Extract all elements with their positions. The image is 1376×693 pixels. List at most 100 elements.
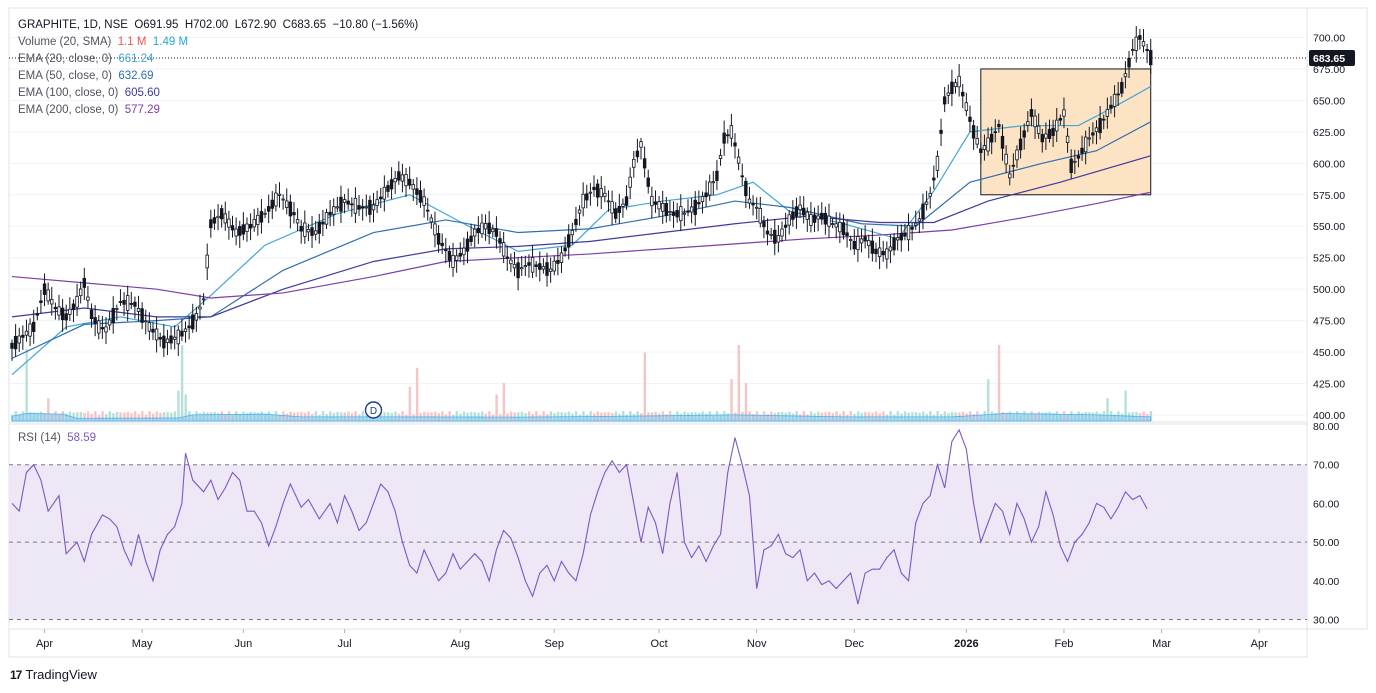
candle-body [783,224,788,228]
candle-body [711,181,716,184]
candle [415,177,419,206]
candle [498,231,502,253]
candle-body [487,222,491,235]
candle [1004,145,1008,174]
candle [581,182,585,217]
candle [238,220,242,248]
candle [848,235,853,251]
candle [668,200,672,222]
candle-body [332,206,336,215]
candle [588,183,593,206]
candle-body [642,158,647,169]
ema50-legend[interactable]: EMA (50, close, 0) 632.69 [18,68,418,85]
time-axis[interactable] [8,628,1308,658]
candle [570,222,575,245]
candle [342,193,347,214]
candle [791,200,795,227]
candle [827,203,831,239]
candle-body [180,330,184,337]
volume-bar [480,411,484,421]
candle [433,211,437,248]
candle-body [874,248,878,255]
candle-body [595,183,600,198]
candle [523,255,528,277]
candle [115,304,119,321]
candle-body [21,334,25,338]
candle-body [172,336,177,340]
candle-body [754,206,759,209]
candle [393,170,397,194]
candle [867,234,871,259]
candle-body [838,221,842,233]
candle [263,208,267,219]
ema20-label: EMA (20, close, 0) [18,53,112,65]
candle [194,306,199,332]
candle [704,180,708,208]
candle [230,215,235,238]
dividend-marker [364,401,383,419]
candle-body [982,145,987,150]
ema20-legend[interactable]: EMA (20, close, 0) 661.24 [18,51,418,68]
candle [1051,119,1055,148]
candle-body [50,299,54,305]
ema100-legend[interactable]: EMA (100, close, 0) 605.60 [18,85,418,102]
brand-name: TradingView [25,667,97,682]
time-tick-label: Feb [1054,638,1073,650]
candle [24,319,29,342]
price-tick-label: 575.00 [1313,190,1345,202]
candle [892,233,896,256]
candle-body [914,222,918,226]
rsi-legend[interactable]: RSI (14) 58.59 [18,432,96,444]
candle-body [1145,49,1149,52]
volume-bar [119,412,122,421]
candle-body [841,222,846,236]
candle-body [82,277,86,288]
candle [599,176,603,210]
candle [1073,149,1077,174]
volume-bar [90,413,93,421]
volume-legend[interactable]: Volume (20, SMA) 1.1 M 1.49 M [18,34,418,51]
candle-body [1076,155,1081,159]
candle [1040,128,1044,153]
candle-body [1029,109,1034,117]
time-tick-label: Jun [234,638,252,650]
candle-body [1015,149,1019,161]
candle [733,133,737,159]
candle [1141,29,1146,53]
candle-body [780,228,784,237]
candle-body [154,328,159,341]
candle-body [288,201,293,217]
candle [60,299,65,332]
candle [266,194,271,224]
candle [530,245,535,279]
candle [436,225,441,253]
candle-body [523,265,528,268]
candle-body [769,233,773,236]
candle-body [397,171,401,181]
candle-body [147,322,152,332]
candle-body [574,218,578,226]
tradingview-logo[interactable]: 17 TradingView [10,667,97,682]
candle [447,245,452,268]
candle-body [234,228,238,237]
candle-body [10,342,14,349]
candle [21,325,25,350]
candle-body [194,313,199,321]
ema200-label: EMA (200, close, 0) [18,104,119,116]
candle-body [805,211,809,220]
candle [368,195,372,223]
volume-bar [921,411,925,421]
candle [1062,97,1066,129]
candle [773,219,777,256]
candle-body [1036,125,1041,134]
volume-sma-area [11,413,1152,422]
ema200-value: 577.29 [124,104,160,116]
volume-bar [79,411,83,421]
candle [1015,145,1019,168]
price-axis[interactable] [1306,7,1368,630]
candle-body [776,235,781,243]
ema200-legend[interactable]: EMA (200, close, 0) 577.29 [18,102,418,119]
candle [183,321,188,343]
candle [1044,122,1048,150]
candle [1120,77,1124,98]
